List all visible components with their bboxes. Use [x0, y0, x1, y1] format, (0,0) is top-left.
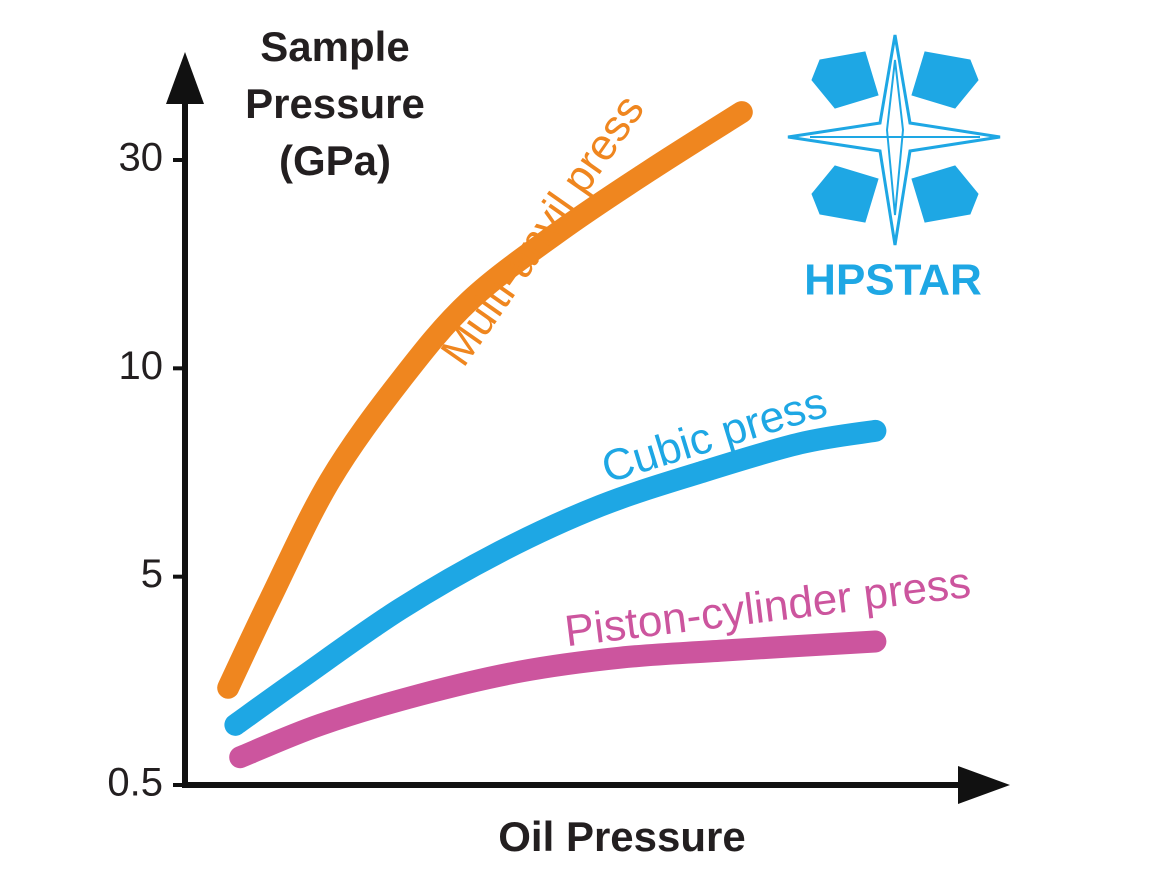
y-tick-label: 5 — [141, 552, 163, 596]
y-tick-label: 30 — [119, 136, 164, 180]
series-line — [224, 419, 887, 736]
y-tick-label: 0.5 — [107, 761, 163, 805]
y-axis-label: Pressure — [245, 80, 425, 127]
y-axis-label: Sample — [260, 23, 409, 70]
x-axis-arrow — [958, 766, 1010, 804]
logo: HPSTAR — [787, 34, 1001, 305]
logo-text: HPSTAR — [804, 256, 982, 305]
series-line — [217, 101, 753, 699]
series-label: Multi-anvil press — [431, 86, 653, 374]
series-line — [229, 630, 887, 769]
y-axis-arrow — [166, 52, 204, 104]
y-tick-label: 10 — [119, 344, 164, 388]
x-axis-label: Oil Pressure — [498, 813, 745, 860]
axes — [182, 95, 975, 788]
y-axis-label: (GPa) — [279, 137, 391, 184]
